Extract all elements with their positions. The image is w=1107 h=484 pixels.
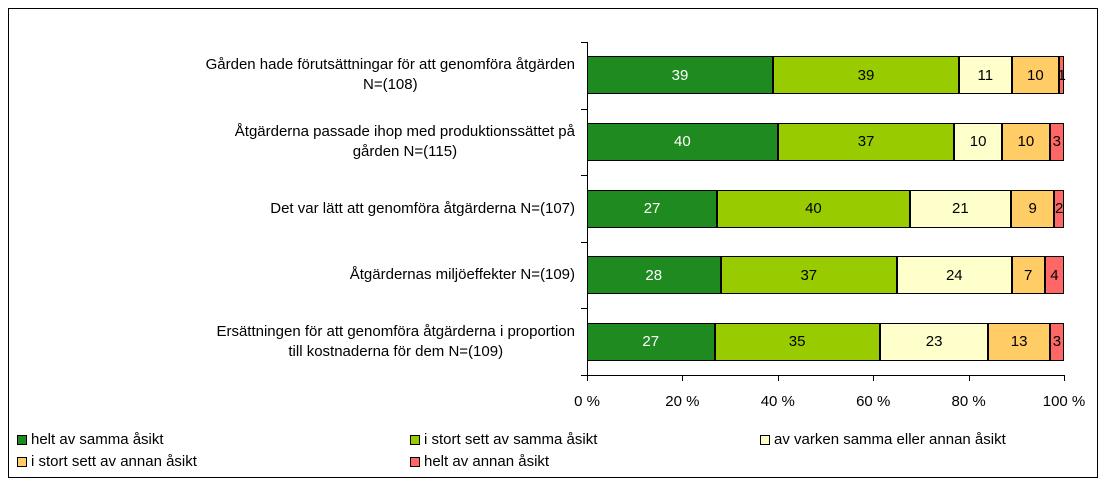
bar-segment: 7 xyxy=(1011,256,1045,295)
data-label: 39 xyxy=(671,66,689,84)
x-tick-label: 40 % xyxy=(760,393,795,410)
x-tick xyxy=(682,375,684,381)
bar-segment: 27 xyxy=(587,189,718,228)
data-label: 2 xyxy=(1055,200,1064,217)
legend-label: helt av annan åsikt xyxy=(424,453,550,470)
bar-segment: 13 xyxy=(988,322,1050,361)
data-label: 35 xyxy=(788,333,806,351)
bar-segment: 1 xyxy=(1057,56,1066,95)
bar-segment: 40 xyxy=(717,189,910,228)
data-label: 10 xyxy=(1027,66,1044,84)
legend-swatch xyxy=(760,435,770,445)
data-label: 9 xyxy=(1028,200,1037,217)
bar-segment: 10 xyxy=(1001,122,1050,161)
bar-segment: 37 xyxy=(720,256,898,295)
legend-label: i stort sett av samma åsikt xyxy=(424,431,598,448)
data-label: 27 xyxy=(642,333,660,351)
bar-segment: 3 xyxy=(1049,122,1064,161)
legend-swatch xyxy=(410,435,420,445)
bar-segment: 11 xyxy=(959,56,1012,95)
legend-item: helt av annan åsikt xyxy=(410,454,549,470)
bar-segment: 28 xyxy=(587,256,721,295)
data-label: 37 xyxy=(800,266,818,284)
bar-segment: 39 xyxy=(773,56,960,95)
data-label: 3 xyxy=(1052,133,1061,151)
bar-segment: 24 xyxy=(897,256,1012,295)
bar-segment: 2 xyxy=(1054,189,1064,228)
y-tick xyxy=(581,308,587,310)
category-label: Det var lätt att genomföra åtgärderna N=… xyxy=(270,199,575,217)
category-label: Ersättningen för att genomföra åtgärdern… xyxy=(216,322,575,360)
data-label: 40 xyxy=(674,133,691,151)
x-tick-label: 0 % xyxy=(574,393,600,410)
bar-segment: 3 xyxy=(1049,322,1064,361)
x-tick xyxy=(873,375,875,381)
data-label: 27 xyxy=(643,200,661,217)
chart-frame xyxy=(8,8,1098,478)
bar-segment: 23 xyxy=(879,322,989,361)
bar-segment: 37 xyxy=(777,122,955,161)
x-tick xyxy=(968,375,970,381)
data-label: 37 xyxy=(857,133,875,151)
x-tick xyxy=(587,375,588,381)
data-label: 7 xyxy=(1024,266,1033,284)
data-label: 23 xyxy=(925,333,943,351)
bar-segment: 4 xyxy=(1044,256,1064,295)
legend-item: i stort sett av annan åsikt xyxy=(17,454,197,470)
x-tick-label: 60 % xyxy=(856,393,891,410)
legend-label: av varken samma eller annan åsikt xyxy=(774,431,1006,448)
data-label: 10 xyxy=(969,133,987,151)
data-label: 1 xyxy=(1057,66,1066,84)
data-label: 40 xyxy=(805,200,822,217)
y-tick xyxy=(581,42,587,43)
x-axis xyxy=(587,375,1065,376)
data-label: 11 xyxy=(977,66,994,84)
bar-segment: 27 xyxy=(587,322,715,361)
x-tick-label: 80 % xyxy=(951,393,986,410)
category-label: Åtgärderna passade ihop med produktionss… xyxy=(234,122,575,160)
data-label: 10 xyxy=(1017,133,1035,151)
bar-segment: 40 xyxy=(587,122,778,161)
legend-swatch xyxy=(410,457,420,467)
bar-segment: 21 xyxy=(909,189,1011,228)
data-label: 4 xyxy=(1050,266,1059,284)
bar-segment: 39 xyxy=(587,56,774,95)
x-tick xyxy=(1064,375,1065,381)
data-label: 28 xyxy=(645,266,663,284)
bar-segment: 10 xyxy=(954,122,1002,161)
y-tick xyxy=(581,108,587,110)
category-label: Åtgärdernas miljöeffekter N=(109) xyxy=(349,266,575,284)
legend-swatch xyxy=(17,457,27,467)
data-label: 39 xyxy=(857,66,875,84)
x-tick-label: 100 % xyxy=(1042,393,1086,410)
legend-item: helt av samma åsikt xyxy=(17,432,164,448)
legend-item: i stort sett av samma åsikt xyxy=(410,432,597,448)
y-tick xyxy=(581,241,587,243)
x-tick-label: 20 % xyxy=(665,393,700,410)
data-label: 21 xyxy=(952,200,969,217)
data-label: 24 xyxy=(945,266,963,284)
bar-segment: 9 xyxy=(1011,189,1055,228)
bar-segment: 35 xyxy=(714,322,880,361)
legend-label: i stort sett av annan åsikt xyxy=(31,453,197,470)
legend-item: av varken samma eller annan åsikt xyxy=(760,432,1006,448)
y-tick xyxy=(581,375,587,376)
data-label: 3 xyxy=(1052,333,1062,351)
legend-swatch xyxy=(17,435,27,445)
legend-label: helt av samma åsikt xyxy=(31,431,164,448)
y-tick xyxy=(581,175,587,177)
category-label: Gården hade förutsättningar för att geno… xyxy=(205,56,575,94)
x-tick xyxy=(777,375,779,381)
data-label: 13 xyxy=(1010,333,1028,351)
bar-segment: 10 xyxy=(1011,56,1060,95)
